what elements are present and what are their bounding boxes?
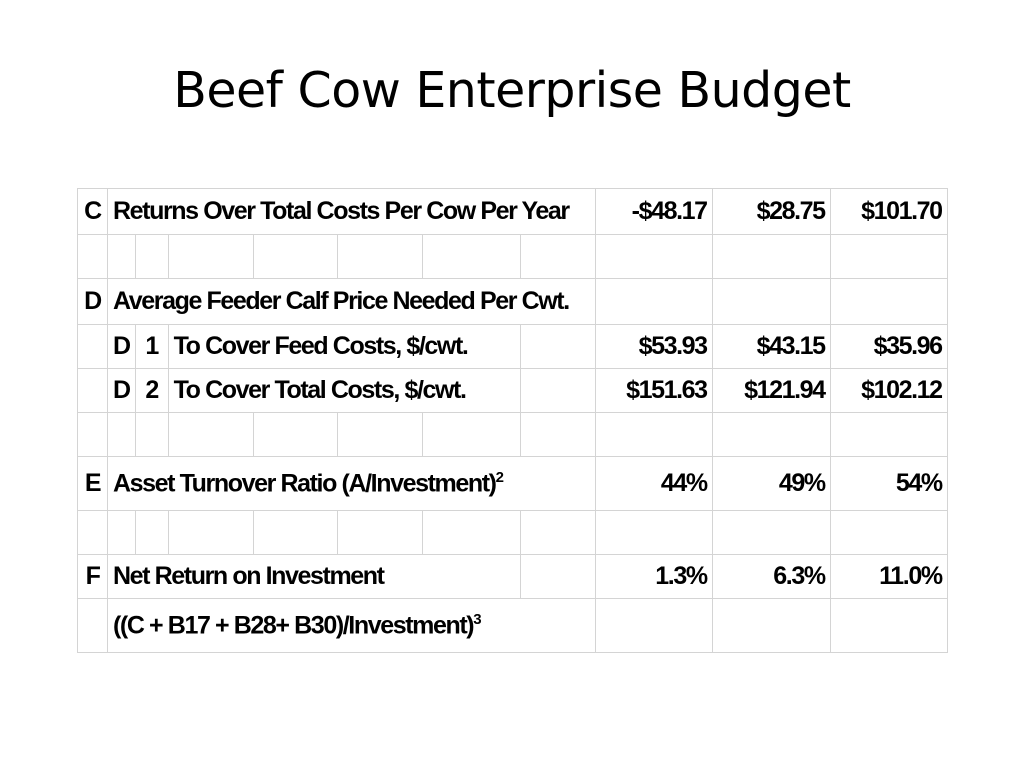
value-cell: 44% — [594, 456, 713, 511]
value-cell: 54% — [829, 456, 948, 511]
value-cell: $121.94 — [711, 368, 831, 413]
row-subcode: 2 — [134, 368, 169, 413]
row-label: ((C + B17 + B28+ B30)/Investment) — [113, 611, 475, 640]
value-cell: 1.3% — [594, 554, 713, 599]
budget-table-container: C Returns Over Total Costs Per Cow Per Y… — [77, 188, 948, 653]
value-cell: $28.75 — [711, 188, 831, 235]
footnote-marker: 3 — [473, 610, 482, 628]
value-cell: -$48.17 — [594, 188, 713, 235]
value-cell: $53.93 — [594, 324, 713, 369]
row-label: Returns Over Total Costs Per Cow Per Yea… — [107, 188, 596, 235]
row-label: Average Feeder Calf Price Needed Per Cwt… — [107, 278, 596, 325]
row-code: F — [77, 554, 108, 599]
row-code: C — [77, 188, 108, 235]
row-code: D — [107, 368, 136, 413]
row-label: Net Return on Investment — [107, 554, 521, 599]
slide-title: Beef Cow Enterprise Budget — [173, 62, 851, 119]
empty-row — [77, 234, 948, 279]
table-row: C Returns Over Total Costs Per Cow Per Y… — [77, 188, 948, 235]
value-cell: $101.70 — [829, 188, 948, 235]
row-code: D — [77, 278, 108, 325]
row-label-cell: ((C + B17 + B28+ B30)/Investment)3 — [107, 598, 596, 653]
value-cell: 11.0% — [829, 554, 948, 599]
empty-row — [77, 510, 948, 555]
empty-row — [77, 412, 948, 457]
row-code: D — [107, 324, 136, 369]
table-row: F Net Return on Investment 1.3% 6.3% 11.… — [77, 554, 948, 599]
table-row: D 1 To Cover Feed Costs, $/cwt. $53.93 $… — [77, 324, 948, 369]
row-subcode: 1 — [134, 324, 169, 369]
value-cell: $102.12 — [829, 368, 948, 413]
value-cell: $35.96 — [829, 324, 948, 369]
budget-table: C Returns Over Total Costs Per Cow Per Y… — [77, 188, 948, 653]
row-label: To Cover Feed Costs, $/cwt. — [167, 324, 521, 369]
table-row: D 2 To Cover Total Costs, $/cwt. $151.63… — [77, 368, 948, 413]
value-cell: $151.63 — [594, 368, 713, 413]
value-cell: 6.3% — [711, 554, 831, 599]
value-cell: $43.15 — [711, 324, 831, 369]
row-code: E — [77, 456, 108, 511]
row-label: To Cover Total Costs, $/cwt. — [167, 368, 521, 413]
footnote-marker: 2 — [495, 468, 504, 486]
table-row: ((C + B17 + B28+ B30)/Investment)3 — [77, 598, 948, 653]
table-row: E Asset Turnover Ratio (A/Investment)2 4… — [77, 456, 948, 511]
table-row: D Average Feeder Calf Price Needed Per C… — [77, 278, 948, 325]
row-label: Asset Turnover Ratio (A/Investment) — [113, 469, 497, 498]
value-cell: 49% — [711, 456, 831, 511]
row-label-cell: Asset Turnover Ratio (A/Investment)2 — [107, 456, 596, 511]
